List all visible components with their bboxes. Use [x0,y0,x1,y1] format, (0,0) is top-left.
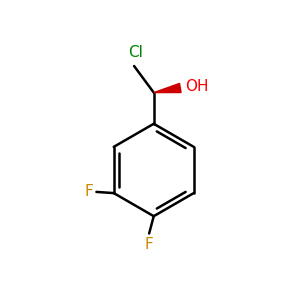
Text: F: F [145,237,154,252]
Text: Cl: Cl [128,45,143,60]
Text: F: F [85,184,94,200]
Polygon shape [154,83,181,93]
Text: OH: OH [185,79,209,94]
